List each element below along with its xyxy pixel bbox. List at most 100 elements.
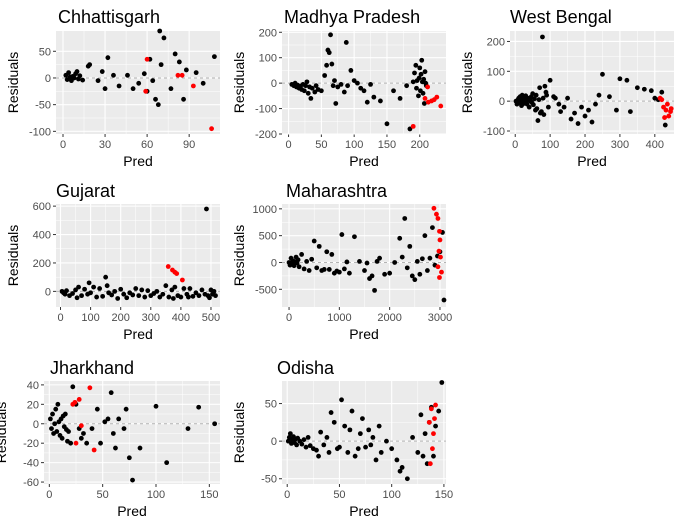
data-point: [161, 35, 167, 41]
data-point: [79, 293, 84, 299]
y-tick-label: 500: [259, 231, 277, 243]
data-point: [64, 288, 69, 294]
data-point: [115, 296, 121, 301]
data-point: [369, 273, 375, 279]
data-point: [169, 287, 175, 293]
y-tick-label: -100: [255, 104, 277, 116]
y-axis-title: Residuals: [231, 402, 247, 463]
data-point: [109, 292, 115, 298]
data-point: [561, 104, 567, 110]
data-point: [48, 416, 53, 422]
highlight-point: [179, 72, 185, 78]
data-point: [593, 101, 598, 107]
data-point: [62, 411, 68, 417]
data-point: [361, 88, 367, 94]
data-point: [213, 293, 218, 299]
highlight-point: [431, 431, 436, 437]
data-point: [193, 290, 199, 296]
data-point: [391, 88, 396, 94]
data-point: [357, 259, 362, 264]
data-point: [397, 235, 403, 241]
data-point: [397, 95, 403, 101]
data-point: [558, 109, 563, 115]
data-point: [328, 410, 334, 415]
data-point: [200, 80, 206, 86]
data-point: [321, 267, 327, 272]
data-point: [360, 416, 365, 421]
x-tick-label: 0: [286, 312, 292, 324]
y-tick-label: 100: [259, 53, 277, 65]
data-point: [641, 86, 647, 92]
highlight-point: [144, 56, 150, 62]
data-point: [370, 434, 376, 440]
data-point: [378, 450, 384, 455]
data-point: [357, 431, 363, 437]
data-point: [392, 260, 398, 265]
data-point: [211, 54, 217, 60]
data-point: [139, 287, 145, 293]
data-point: [355, 446, 361, 452]
data-point: [572, 110, 577, 116]
data-point: [136, 293, 142, 299]
x-axis-title: Pred: [349, 503, 379, 519]
data-point: [130, 477, 135, 483]
data-point: [313, 83, 319, 89]
panel-1: 0 50 100 150 200 -200 -100 0 100 200 Madhya Prades…: [231, 7, 446, 169]
data-point: [363, 444, 368, 450]
x-tick-label: 50: [333, 489, 345, 501]
panel-2: 0 100 200 300 400 -100 0 100 200 West Bengal Pred R…: [459, 7, 674, 169]
data-point: [164, 460, 170, 466]
data-point: [150, 78, 156, 84]
data-point: [105, 416, 111, 422]
data-point: [155, 102, 161, 108]
data-point: [299, 441, 305, 447]
data-point: [307, 443, 313, 449]
highlight-point: [72, 399, 78, 405]
data-point: [145, 288, 151, 294]
data-point: [422, 233, 428, 239]
data-point: [324, 434, 330, 440]
data-point: [368, 82, 373, 87]
highlight-point: [439, 269, 444, 275]
data-point: [296, 264, 302, 270]
data-point: [347, 427, 353, 433]
panel-background: [282, 204, 446, 307]
data-point: [136, 80, 142, 86]
data-point: [424, 268, 430, 273]
y-tick-label: 0: [271, 78, 277, 90]
data-point: [414, 259, 420, 264]
data-point: [104, 283, 110, 289]
x-axis-title: Pred: [349, 153, 379, 169]
data-point: [137, 445, 143, 451]
data-point: [418, 71, 424, 77]
data-point: [627, 109, 633, 115]
data-point: [414, 85, 419, 91]
panel-title: West Bengal: [510, 7, 612, 27]
highlight-point: [76, 397, 82, 402]
x-tick-label: 0: [60, 139, 66, 151]
data-point: [309, 85, 315, 91]
data-point: [121, 291, 127, 297]
highlight-point: [165, 264, 171, 269]
data-point: [326, 450, 332, 455]
data-point: [70, 384, 76, 390]
data-point: [112, 288, 118, 294]
data-point: [407, 243, 413, 249]
highlight-point: [174, 271, 180, 277]
highlight-point: [91, 447, 97, 453]
data-point: [532, 96, 537, 102]
data-point: [130, 292, 136, 298]
highlight-point: [426, 419, 432, 425]
data-point: [358, 85, 364, 91]
data-point: [100, 293, 106, 299]
data-point: [330, 83, 336, 89]
y-tick-label: 40: [27, 380, 39, 392]
data-point: [352, 234, 357, 240]
panel-background: [44, 381, 220, 484]
x-tick-label: 200: [576, 139, 594, 151]
data-point: [384, 121, 390, 127]
data-point: [410, 434, 415, 440]
data-point: [193, 70, 199, 76]
data-point: [339, 232, 345, 237]
x-tick-label: 400: [172, 312, 190, 324]
